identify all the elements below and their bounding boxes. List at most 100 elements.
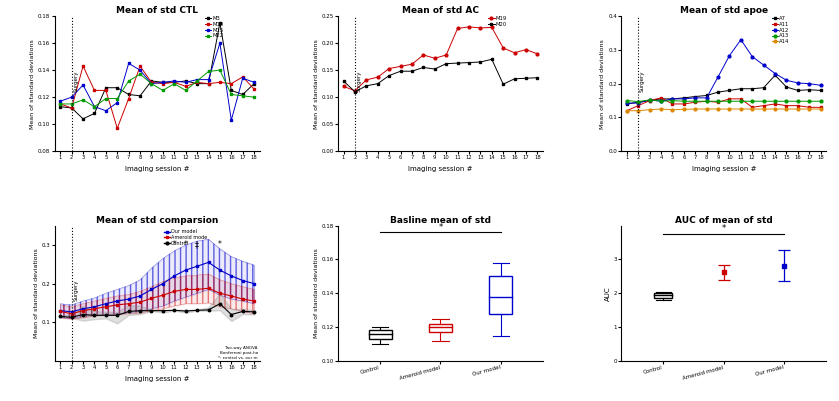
- M19: [487, 25, 497, 30]
- M19: [498, 46, 508, 51]
- A13: [816, 99, 826, 103]
- M10: [147, 80, 157, 85]
- A11: [781, 103, 791, 108]
- Line: A11: A11: [625, 97, 822, 112]
- A11: [724, 97, 734, 101]
- Legend: M3, M10, M15, M22: M3, M10, M15, M22: [205, 16, 224, 38]
- M15: [180, 80, 190, 85]
- M20: [452, 61, 462, 65]
- M3: [101, 85, 111, 90]
- A7: [713, 90, 723, 95]
- Text: *: *: [438, 223, 443, 232]
- Y-axis label: Mean of standard deviations: Mean of standard deviations: [30, 39, 35, 129]
- A12: [748, 54, 758, 59]
- M22: [169, 81, 180, 86]
- M15: [90, 104, 100, 109]
- M20: [362, 83, 372, 88]
- M3: [204, 81, 214, 86]
- A11: [713, 100, 723, 105]
- M22: [135, 72, 145, 77]
- A11: [736, 97, 746, 101]
- M10: [180, 84, 190, 89]
- M15: [78, 83, 88, 87]
- M20: [476, 60, 486, 65]
- A13: [690, 99, 701, 103]
- M10: [90, 88, 100, 93]
- M15: [169, 79, 180, 83]
- M10: [215, 80, 225, 85]
- M3: [135, 93, 145, 98]
- M19: [521, 47, 531, 52]
- A11: [622, 108, 632, 113]
- M10: [123, 96, 133, 101]
- M19: [509, 51, 519, 55]
- A14: [690, 107, 701, 111]
- A11: [748, 105, 758, 110]
- M19: [452, 26, 462, 31]
- M22: [180, 88, 190, 93]
- M19: [350, 88, 360, 93]
- X-axis label: Imaging session #: Imaging session #: [409, 166, 472, 172]
- A13: [667, 98, 677, 103]
- M3: [237, 92, 248, 97]
- M22: [158, 88, 168, 93]
- Title: AUC of mean of std: AUC of mean of std: [675, 216, 773, 225]
- A14: [622, 108, 632, 113]
- M10: [237, 75, 248, 79]
- A12: [667, 97, 677, 101]
- A7: [805, 87, 815, 92]
- Line: M19: M19: [342, 26, 539, 92]
- A13: [748, 99, 758, 103]
- A14: [667, 107, 677, 112]
- Bar: [654, 293, 672, 298]
- A13: [781, 99, 791, 103]
- A13: [793, 99, 803, 103]
- M15: [249, 80, 259, 85]
- A13: [679, 99, 689, 103]
- M10: [55, 101, 65, 106]
- A13: [724, 99, 734, 103]
- Y-axis label: AUC: AUC: [605, 286, 611, 301]
- M20: [509, 76, 519, 81]
- M10: [158, 81, 168, 86]
- M10: [112, 126, 122, 131]
- M3: [78, 116, 88, 121]
- M15: [123, 61, 133, 66]
- A12: [679, 97, 689, 101]
- A7: [667, 97, 677, 101]
- A14: [758, 107, 769, 111]
- A11: [667, 101, 677, 106]
- M10: [169, 80, 180, 85]
- Line: M15: M15: [59, 42, 256, 122]
- M20: [384, 73, 394, 78]
- M20: [441, 61, 451, 66]
- Line: M3: M3: [59, 21, 256, 120]
- A7: [793, 88, 803, 93]
- A13: [644, 97, 654, 102]
- A13: [770, 99, 780, 103]
- A13: [758, 99, 769, 103]
- A7: [622, 101, 632, 106]
- A14: [748, 107, 758, 111]
- A11: [805, 105, 815, 110]
- A13: [656, 99, 666, 103]
- Title: Mean of std comparsion: Mean of std comparsion: [96, 216, 218, 225]
- A7: [770, 73, 780, 78]
- Title: Mean of std CTL: Mean of std CTL: [116, 6, 198, 15]
- M15: [204, 77, 214, 82]
- Legend: Our model, Ameroid mode, Control: Our model, Ameroid mode, Control: [164, 229, 206, 246]
- M3: [66, 105, 76, 110]
- M10: [227, 81, 237, 86]
- A7: [656, 97, 666, 101]
- A13: [701, 99, 711, 103]
- Line: A14: A14: [625, 107, 822, 112]
- Y-axis label: Mean of standard deviations: Mean of standard deviations: [314, 39, 319, 129]
- A14: [805, 107, 815, 111]
- A11: [679, 101, 689, 106]
- Line: M10: M10: [59, 65, 256, 130]
- A14: [644, 107, 654, 112]
- M19: [464, 24, 474, 29]
- M3: [180, 79, 190, 83]
- Line: A12: A12: [625, 38, 822, 105]
- M19: [476, 26, 486, 30]
